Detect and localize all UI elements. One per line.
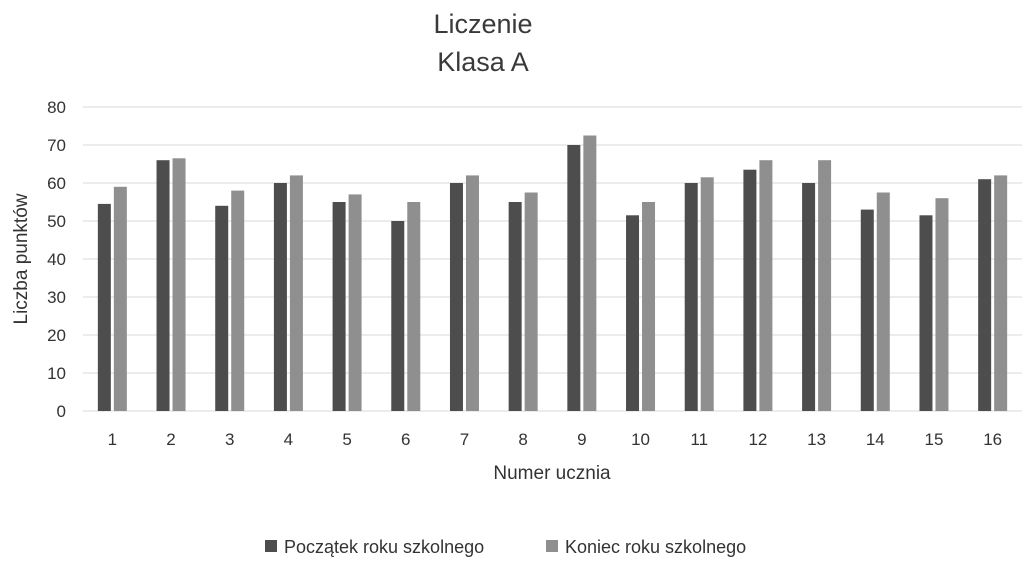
x-tick-label: 13 — [807, 430, 826, 449]
bar-series-2-student-4 — [289, 175, 303, 411]
bar-series-2-student-16 — [994, 175, 1008, 411]
y-tick-label: 40 — [47, 250, 66, 269]
bar-series-2-student-11 — [700, 177, 714, 411]
x-tick-label: 5 — [342, 430, 351, 449]
x-axis-label: Numer ucznia — [493, 463, 611, 484]
bar-series-1-student-4 — [273, 183, 287, 411]
bar-series-1-student-9 — [567, 145, 581, 411]
x-tick-label: 15 — [925, 430, 944, 449]
y-tick-label: 80 — [47, 98, 66, 117]
legend-swatch-1 — [265, 540, 277, 552]
bar-series-2-student-10 — [642, 202, 656, 411]
bar-series-2-student-9 — [583, 135, 597, 411]
y-axis-ticks: 0 10 20 30 40 50 60 70 80 — [47, 98, 66, 421]
bar-series-1-student-16 — [978, 179, 992, 411]
bar-series-1-student-13 — [802, 183, 816, 411]
x-axis-ticks: 1 2 3 4 5 6 7 8 9 10 11 12 13 14 15 16 — [108, 430, 1003, 449]
bar-series-1-student-3 — [215, 205, 229, 411]
x-tick-label: 7 — [460, 430, 469, 449]
bar-series-2-student-3 — [231, 190, 245, 411]
x-tick-label: 16 — [983, 430, 1002, 449]
bar-series-1-student-11 — [684, 183, 698, 411]
chart-title: Liczenie — [433, 9, 532, 39]
y-tick-label: 50 — [47, 212, 66, 231]
y-tick-label: 20 — [47, 326, 66, 345]
x-tick-label: 2 — [166, 430, 175, 449]
bar-series-1-student-15 — [919, 215, 933, 411]
bar-series-1-student-12 — [743, 169, 757, 411]
x-tick-label: 11 — [690, 430, 708, 449]
bar-series-2-student-1 — [113, 186, 127, 411]
y-tick-label: 60 — [47, 174, 66, 193]
legend-label-2: Koniec roku szkolnego — [565, 537, 746, 557]
legend: Początek roku szkolnego Koniec roku szkol… — [265, 537, 746, 557]
x-tick-label: 4 — [284, 430, 293, 449]
bar-series-1-student-1 — [97, 203, 111, 411]
bar-series-2-student-12 — [759, 160, 773, 411]
bar-series-1-student-10 — [626, 215, 640, 411]
y-tick-label: 10 — [47, 364, 66, 383]
bars — [97, 135, 1008, 411]
bar-series-1-student-2 — [156, 160, 170, 411]
bar-series-1-student-5 — [332, 202, 346, 411]
bar-series-2-student-6 — [407, 202, 421, 411]
bar-series-1-student-8 — [508, 202, 522, 411]
x-tick-label: 9 — [577, 430, 586, 449]
legend-label-1: Początek roku szkolnego — [284, 537, 484, 557]
x-tick-label: 1 — [108, 430, 117, 449]
x-tick-label: 8 — [518, 430, 527, 449]
bar-series-1-student-6 — [391, 221, 405, 411]
bar-series-1-student-14 — [860, 209, 874, 411]
bar-series-2-student-13 — [818, 160, 832, 411]
bar-series-2-student-14 — [876, 192, 890, 411]
x-tick-label: 6 — [401, 430, 410, 449]
bar-series-2-student-15 — [935, 198, 949, 411]
bar-series-1-student-7 — [449, 183, 463, 411]
y-tick-label: 0 — [57, 402, 66, 421]
y-axis-label: Liczba punktów — [11, 193, 32, 324]
x-tick-label: 14 — [866, 430, 885, 449]
chart-subtitle: Klasa A — [437, 47, 529, 77]
bar-series-2-student-5 — [348, 194, 362, 411]
y-tick-label: 30 — [47, 288, 66, 307]
legend-swatch-2 — [546, 540, 558, 552]
y-tick-label: 70 — [47, 136, 66, 155]
x-tick-label: 3 — [225, 430, 234, 449]
x-tick-label: 12 — [748, 430, 767, 449]
bar-series-2-student-7 — [465, 175, 479, 411]
bar-series-2-student-8 — [524, 192, 538, 411]
x-tick-label: 10 — [631, 430, 650, 449]
bar-series-2-student-2 — [172, 158, 186, 411]
